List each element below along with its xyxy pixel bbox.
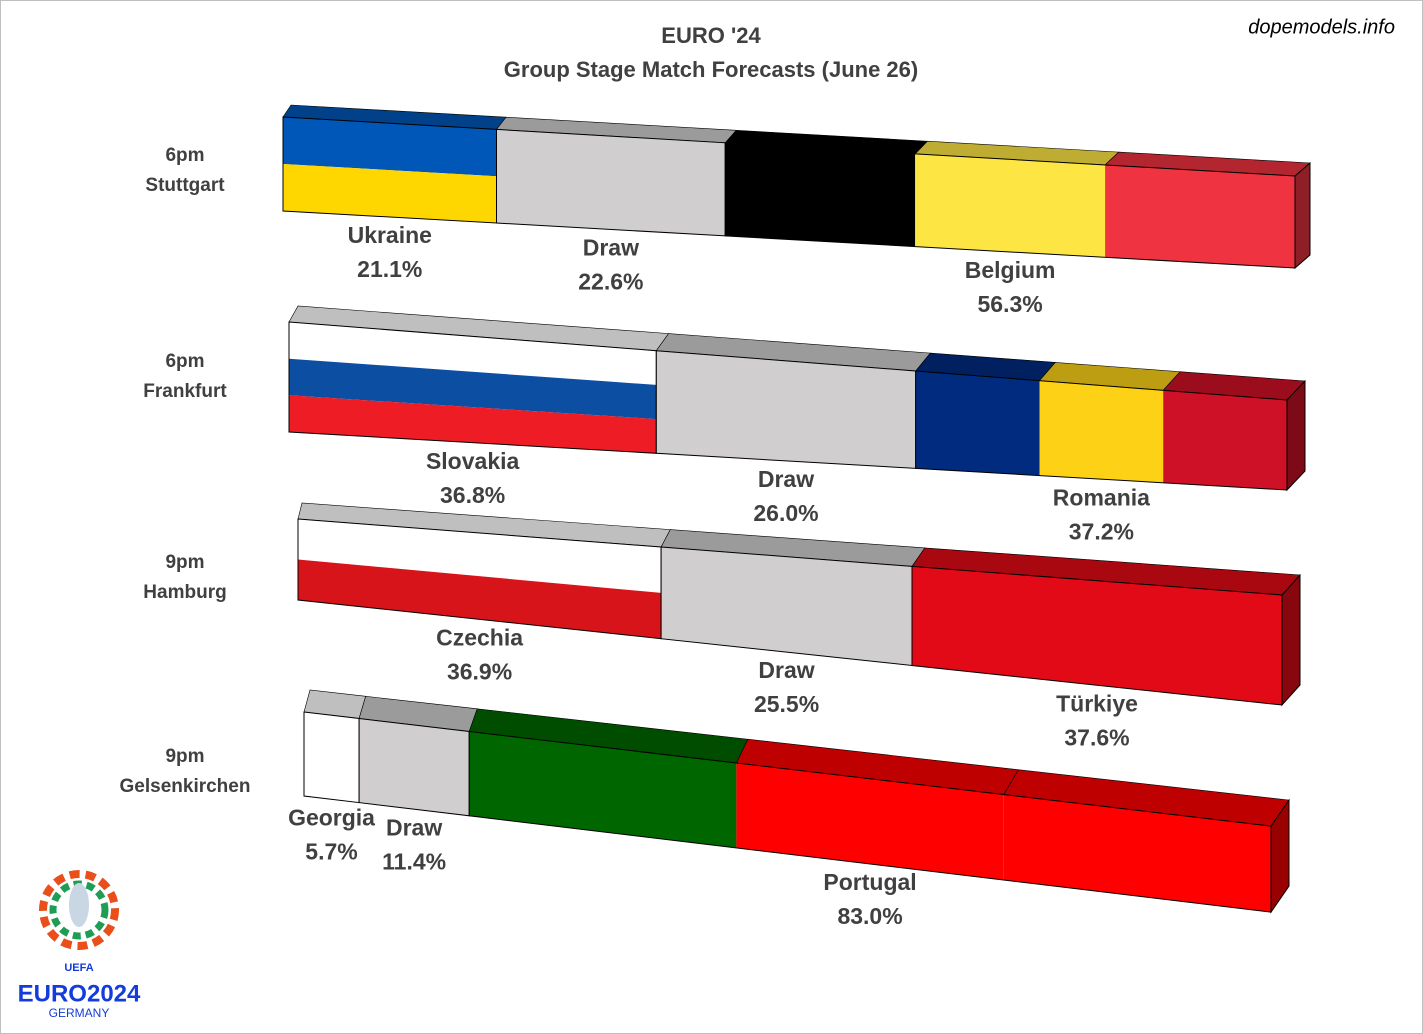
bar-segment: [915, 352, 1306, 492]
category-venue: Stuttgart: [145, 175, 225, 196]
segment-name: Draw: [758, 466, 814, 492]
segment-name: Belgium: [965, 257, 1056, 283]
value-label: 25.5%: [754, 691, 819, 717]
flag-stripe: [304, 712, 360, 803]
bar-segment: [282, 104, 507, 224]
chart-title: EURO '24: [661, 23, 761, 48]
flag-stripe: [725, 142, 916, 247]
flag-stripe: [912, 566, 1282, 705]
segment-name: Portugal: [823, 869, 916, 895]
flag-stripe: [289, 358, 657, 420]
flag-stripe: [283, 164, 497, 223]
segment-name: Türkiye: [1056, 690, 1138, 716]
flag-stripe: [359, 718, 470, 816]
value-label: 26.0%: [753, 500, 818, 526]
segment-name: Georgia: [288, 804, 375, 830]
bar-segment: [468, 708, 1290, 914]
flag-stripe: [289, 322, 657, 385]
logo-trophy: [69, 883, 89, 927]
bar-segment: [655, 333, 931, 469]
flag-stripe: [496, 129, 726, 236]
category-time: 6pm: [165, 351, 204, 372]
flag-stripe: [915, 153, 1106, 258]
chart-subtitle: Group Stage Match Forecasts (June 26): [504, 57, 918, 82]
logo-ring: [39, 870, 119, 950]
flag-stripe: [298, 519, 662, 593]
value-label: 83.0%: [837, 903, 902, 929]
bar-segment: [288, 305, 670, 454]
category-venue: Hamburg: [143, 582, 226, 603]
bar-end-cap: [1294, 161, 1311, 270]
segment-name: Czechia: [436, 624, 523, 650]
value-label: 21.1%: [357, 256, 422, 282]
bar-segment: [911, 547, 1301, 707]
segment-name: Draw: [386, 814, 442, 840]
value-label: 36.9%: [447, 658, 512, 684]
bar-segment: [358, 695, 478, 817]
value-label: 37.6%: [1064, 724, 1129, 750]
logo-org: UEFA: [64, 962, 93, 974]
logo-country: GERMANY: [49, 1006, 110, 1020]
segment-name: Slovakia: [426, 448, 520, 474]
value-label: 5.7%: [305, 838, 357, 864]
bar-segment: [495, 116, 737, 237]
flag-stripe: [1163, 390, 1287, 490]
value-label: 11.4%: [382, 848, 446, 874]
category-time: 9pm: [165, 552, 204, 573]
flag-stripe: [1039, 380, 1164, 483]
segment-name: Draw: [583, 235, 639, 261]
flag-stripe: [298, 559, 662, 639]
flag-stripe: [656, 350, 916, 469]
flag-stripe: [1003, 794, 1271, 913]
bar-end-cap: [1270, 798, 1290, 914]
bar-segment: [297, 502, 671, 640]
bar-segment: [303, 689, 367, 804]
value-label: 36.8%: [440, 482, 505, 508]
segment-name: Draw: [758, 657, 814, 683]
segment-name: Romania: [1053, 484, 1150, 510]
bar-end-cap: [1281, 573, 1301, 707]
flag-stripe: [915, 371, 1040, 476]
bar-end-cap: [1286, 379, 1306, 492]
category-time: 9pm: [165, 746, 204, 767]
flag-stripe: [289, 395, 657, 454]
category-venue: Gelsenkirchen: [120, 776, 251, 797]
value-label: 56.3%: [978, 291, 1043, 317]
logo-name: EURO2024: [18, 980, 141, 1007]
flag-stripe: [736, 763, 1004, 880]
bar-segment: [724, 129, 1311, 270]
logo: UEFA EURO2024 GERMANY: [18, 870, 141, 1020]
value-label: 22.6%: [578, 269, 643, 295]
flag-stripe: [469, 731, 737, 848]
source: dopemodels.info: [1248, 16, 1395, 38]
flag-stripe: [1105, 164, 1295, 268]
flag-stripe: [661, 547, 912, 666]
flag-stripe: [283, 117, 497, 177]
segment-name: Ukraine: [348, 222, 432, 248]
value-label: 37.2%: [1069, 518, 1134, 544]
category-time: 6pm: [165, 145, 204, 166]
category-venue: Frankfurt: [143, 381, 227, 402]
